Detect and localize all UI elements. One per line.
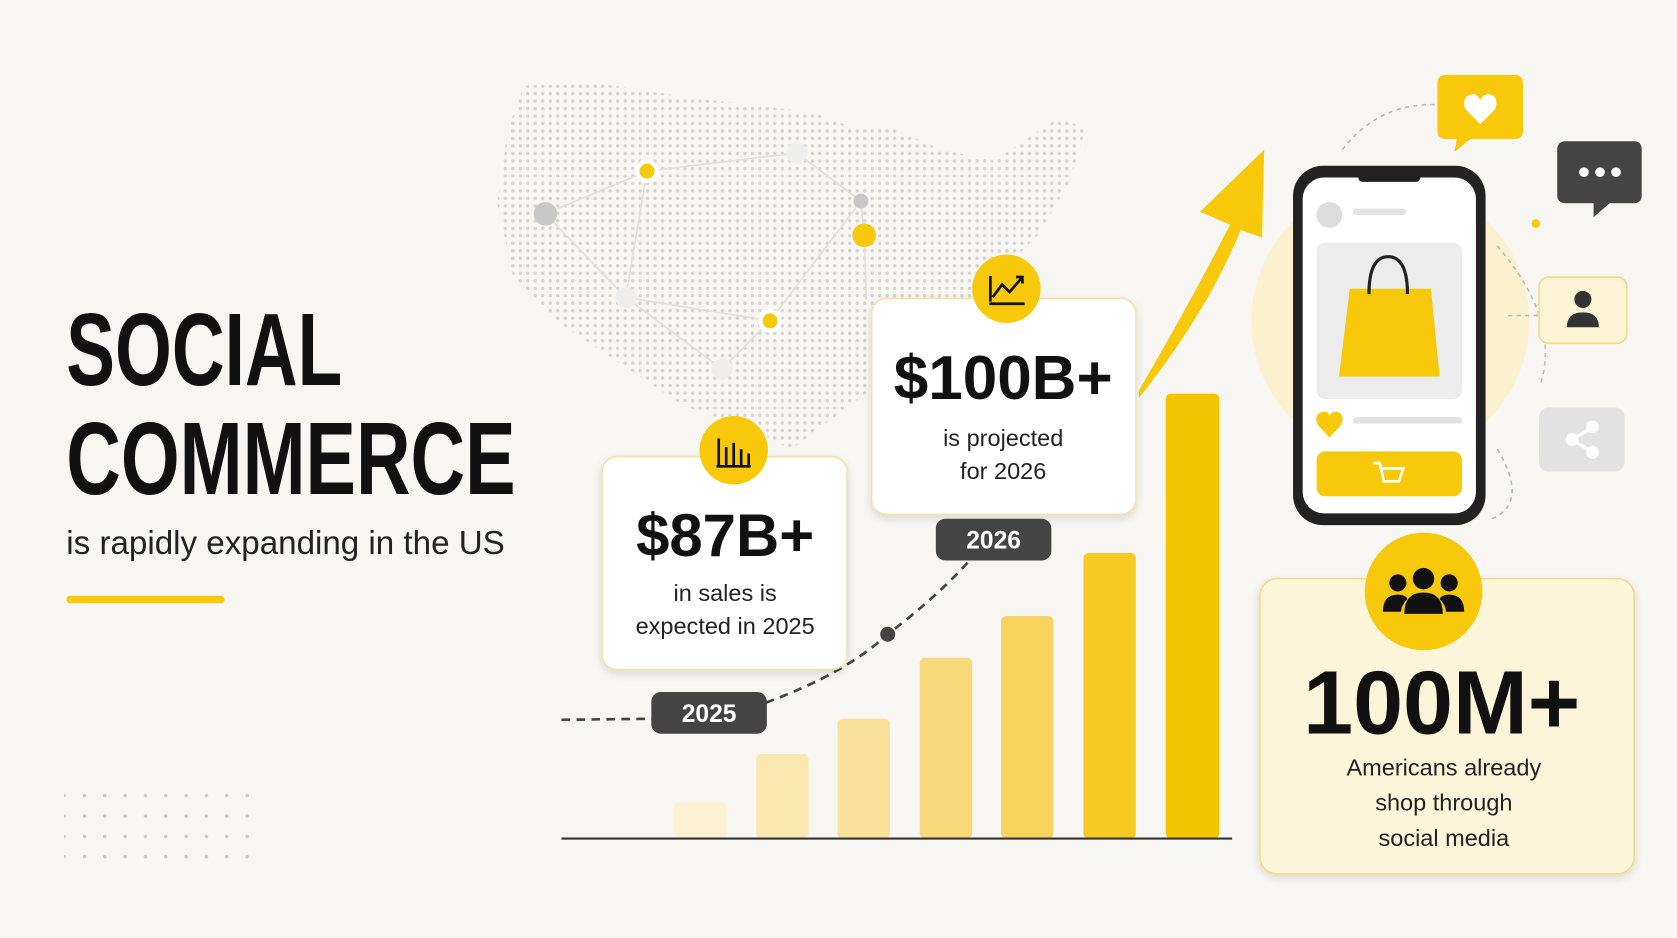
people-icon [1382, 567, 1465, 614]
year-label: 2025 [682, 701, 737, 728]
bar-icon [716, 438, 751, 468]
dot-grid [64, 786, 255, 870]
bag-icon [1339, 288, 1440, 377]
map-nodes [533, 142, 876, 380]
title-line: COMMERCE [66, 401, 515, 516]
bag-handle [1367, 255, 1410, 295]
stat-value: $87B+ [636, 502, 814, 569]
growth-bars [673, 393, 1220, 839]
stat-description: Americans already [1346, 754, 1541, 780]
year-tag [651, 691, 767, 734]
chat-bubble [1557, 141, 1642, 218]
trend-icon [989, 275, 1025, 306]
placeholder [1352, 417, 1463, 424]
icon-badge [1364, 532, 1483, 651]
stat-description: expected in 2025 [636, 613, 815, 639]
stat-value: 100M+ [1303, 654, 1580, 754]
stat-value: $100B+ [894, 344, 1113, 413]
phone-notch [1358, 173, 1421, 182]
placeholder [1352, 208, 1407, 215]
title-line: SOCIAL [66, 292, 342, 407]
dot [1531, 219, 1541, 228]
heart-icon [1464, 94, 1497, 125]
accent-line [66, 595, 225, 604]
stat-description: is projected [943, 425, 1063, 451]
stat-description: in sales is [674, 580, 777, 606]
trend-arrow [1139, 149, 1265, 398]
heart-icon [1316, 411, 1343, 438]
stat-description: for 2026 [960, 458, 1046, 484]
cart-icon [1373, 461, 1406, 483]
cart-button [1316, 451, 1463, 497]
year-tag [935, 518, 1052, 561]
stat-description: shop through [1375, 790, 1512, 816]
share-bubble [1539, 407, 1625, 472]
year-label: 2026 [966, 528, 1021, 555]
subtitle: is rapidly expanding in the US [66, 525, 504, 562]
stat-description: social media [1378, 825, 1510, 851]
trend-point [880, 626, 896, 642]
profile-bubble [1538, 276, 1628, 345]
avatar [1316, 202, 1343, 228]
